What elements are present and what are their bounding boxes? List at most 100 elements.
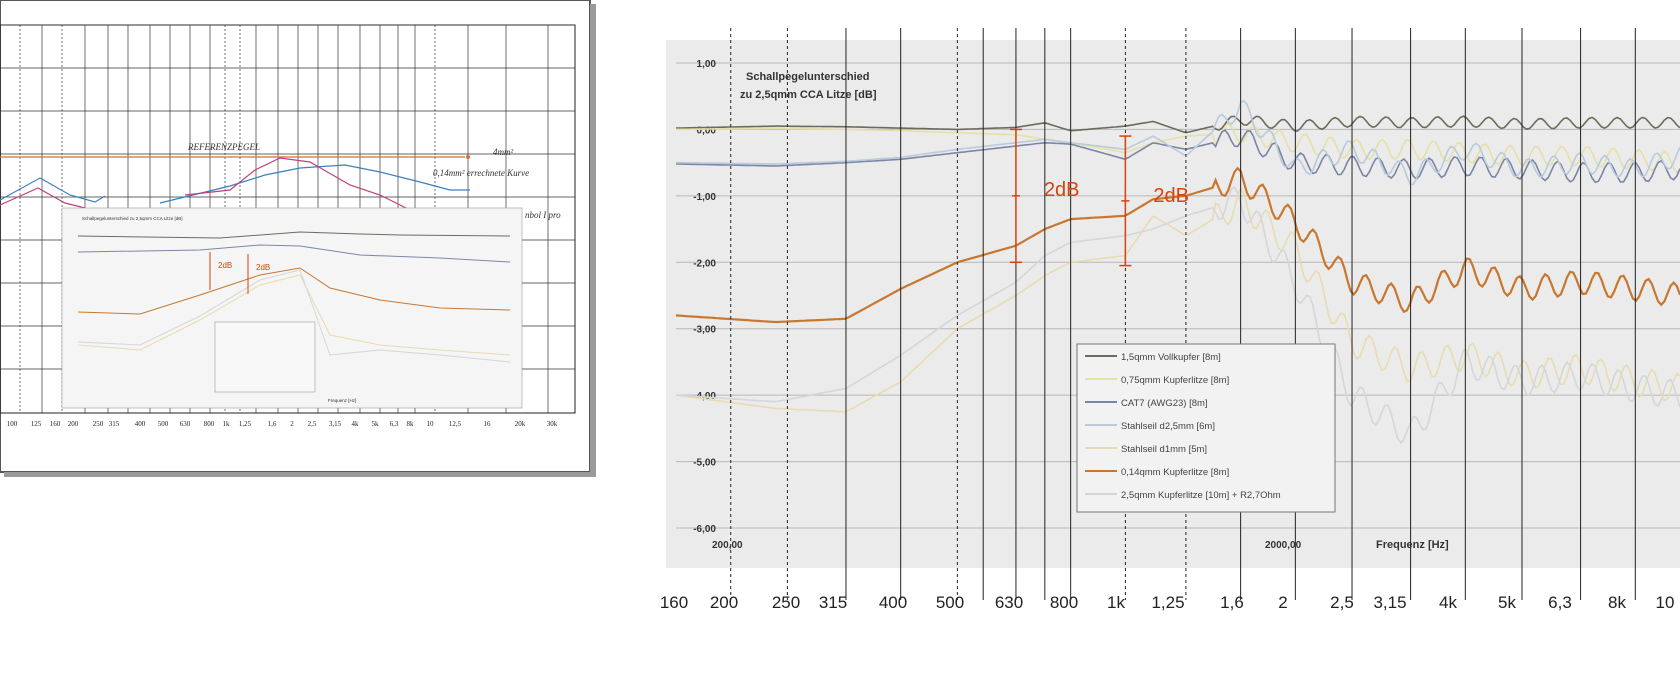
legend-entry: Stahlseil d1mm [5m] [1121,444,1207,455]
left-bottom-tick: 1,6 [268,420,277,428]
bottom-tick-label: 6,3 [1548,593,1572,612]
left-bottom-tick: 250 [93,420,104,428]
inset-series [77,244,511,263]
left-bottom-ticks: 100 125 160 200 250 315 400 500 630 800 1k 1,25 1,6 2… [7,420,558,428]
bottom-tick-label: 800 [1050,593,1078,612]
y-tick-label: -2,00 [693,258,716,269]
bottom-tick-label: 200 [710,593,738,612]
left-bottom-tick: 12,5 [449,420,462,428]
legend-entry: CAT7 (AWG23) [8m] [1121,398,1208,409]
series-line-3 [676,129,1680,184]
bottom-tick-label: 4k [1439,593,1457,612]
left-bottom-tick: 30k [547,420,558,428]
series-group [675,99,1680,445]
left-bottom-tick: 200 [68,420,79,428]
bottom-tick-label: 5k [1498,593,1516,612]
left-bottom-tick: 160 [50,420,61,428]
legend-entry: 2,5qmm Kupferlitze [10m] + R2,7Ohm [1121,490,1281,501]
left-bottom-tick: 1k [223,420,231,428]
series-line-4 [675,99,1680,186]
bottom-tick-label: 8k [1608,593,1626,612]
legend-entry: 0,75qmm Kupferlitze [8m] [1121,375,1229,386]
y-tick-label: -3,00 [693,325,716,336]
bottom-tick-label: 1,6 [1220,593,1244,612]
series-line-1 [675,115,1680,134]
chart-title-line-1: Schallpegelunterschied [746,71,869,83]
y-tick-label: -1,00 [693,192,716,203]
ref-level-label: REFERENZPEGEL [187,142,260,152]
inset-xlabel: Frequenz [Hz] [328,398,356,403]
series-line-6 [675,166,1680,324]
inset-series [77,274,511,356]
legend-box [1076,343,1336,513]
x-axis-label: Frequenz [Hz] [1376,539,1449,551]
bottom-tick-label: 160 [660,593,688,612]
left-bottom-tick: 2 [290,420,294,428]
legend-entry: 1,5qmm Vollkupfer [8m] [1121,352,1221,363]
left-page-shadow [590,4,596,476]
left-curves [0,157,470,223]
legend: 1,5qmm Vollkupfer [8m] 0,75qmm Kupferlitz… [1076,343,1336,513]
bottom-tick-label: 250 [772,593,800,612]
inset-annotation-label: 2dB [218,261,232,270]
x-inner-tick-200: 200,00 [712,540,743,551]
series-line-2 [676,122,1680,174]
bottom-tick-label: 3,15 [1373,593,1406,612]
bottom-tick-label: 1,25 [1151,593,1184,612]
annotation-label: 2dB [1153,185,1189,207]
left-bottom-tick: 4k [352,420,360,428]
left-bottom-tick: 1,25 [239,420,252,428]
inset-annotation-label: 2dB [256,263,270,272]
y-tick-label: -6,00 [693,524,716,535]
annotations: 2dB 2dB [1009,128,1189,267]
left-inset-chart: 2dB 2dB Schallpegelunterschied zu 2,5qmm C… [61,207,523,409]
bottom-frequency-ticks: 160 200 250 315 400 500 630 800 1k 1,25 1,6 2 2,5 3,1… [660,593,1675,612]
left-bottom-tick: 16 [484,420,492,428]
blue-curve [0,164,451,204]
bottom-tick-label: 500 [936,593,964,612]
left-bottom-tick: 500 [158,420,169,428]
reference-dot [466,155,470,159]
partial-label: nbol I pro [525,210,561,220]
y-tick-label: 1,00 [697,59,717,70]
bottom-tick-label: 2,5 [1330,593,1354,612]
left-bottom-tick: 125 [31,420,42,428]
legend-entry: 0,14qmm Kupferlitze [8m] [1121,467,1229,478]
legend-entry: Stahlseil d2,5mm [6m] [1121,421,1215,432]
bottom-tick-label: 2 [1278,593,1287,612]
mm4-label: 4mm² [493,147,513,157]
left-page-shadow-bottom [4,472,596,477]
inset-title: Schallpegelunterschied zu 2,5qmm CCA Lit… [82,216,183,221]
left-bottom-tick: 3,15 [329,420,342,428]
left-bottom-tick: 100 [7,420,18,428]
y-tick-label: -5,00 [693,458,716,469]
left-chart: 2dB 2dB Schallpegelunterschied zu 2,5qmm C… [0,0,596,477]
series-line-5 [675,186,1680,413]
inset-series [77,267,511,315]
left-bottom-tick: 800 [204,420,215,428]
inset-series [77,231,511,239]
left-bottom-tick: 630 [180,420,191,428]
left-bottom-tick: 2,5 [308,420,317,428]
series-line-7 [675,185,1680,445]
left-bottom-tick: 6,3 [390,420,399,428]
left-bottom-tick: 8k [407,420,415,428]
calc-curve-label: 0,14mm² errechnete Kurve [433,168,529,178]
bottom-tick-label: 630 [995,593,1023,612]
bottom-tick-label: 315 [819,593,847,612]
bottom-tick-label: 400 [879,593,907,612]
x-inner-tick-2000: 2000,00 [1265,540,1302,551]
annotation-label: 2dB [1044,179,1080,201]
left-bottom-tick: 400 [135,420,146,428]
inset-series [77,269,511,363]
y-tick-label: 0,00 [697,125,717,136]
left-bottom-tick: 10 [427,420,435,428]
inset-legend [214,321,316,393]
bottom-tick-label: 10 [1656,593,1675,612]
left-bottom-tick: 5k [372,420,380,428]
chart-title-line-2: zu 2,5qmm CCA Litze [dB] [740,89,877,101]
left-bottom-tick: 20k [515,420,526,428]
bottom-tick-label: 1k [1107,593,1125,612]
left-bottom-tick: 315 [109,420,120,428]
